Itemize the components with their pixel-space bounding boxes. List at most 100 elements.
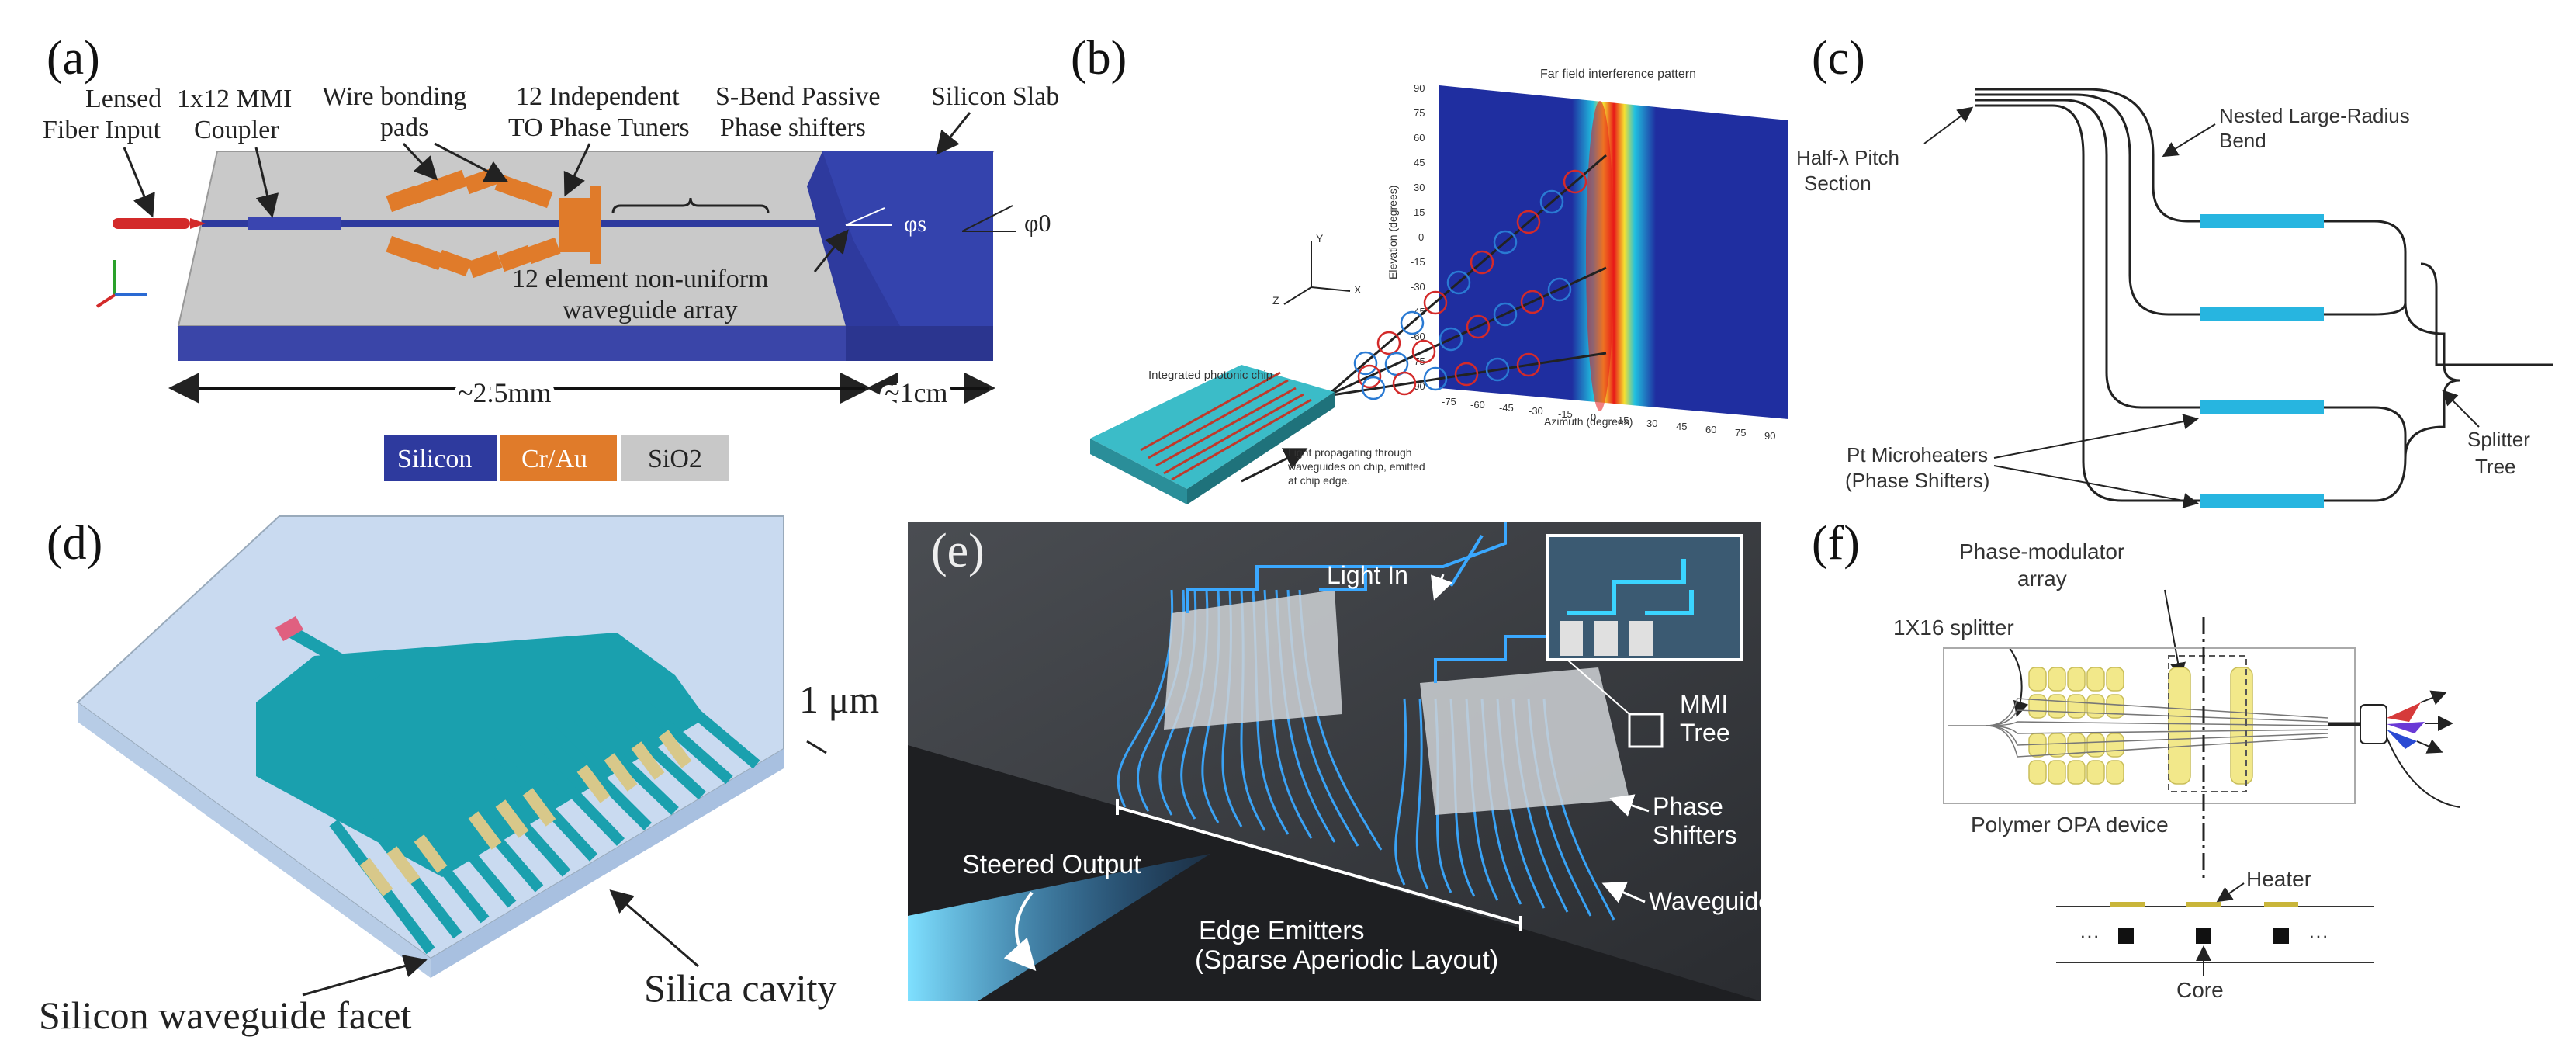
slab-top (822, 151, 993, 326)
panel-c-letter: (c) (1812, 32, 1865, 85)
splitter-label-2: Tree (2475, 455, 2516, 478)
svg-text:45: 45 (1676, 421, 1687, 432)
waveguides-label: Waveguides (1649, 887, 1785, 915)
label-fiber-input: Fiber Input (43, 116, 161, 144)
right-phase-shifters (1420, 667, 1629, 815)
axis-x-label: X (1354, 283, 1362, 296)
panel-c: (c) Half-λ Pitch Section Nested Large-Ra… (1796, 32, 2553, 508)
legend-sio2: SiO2 (648, 445, 702, 473)
steered-beam (908, 854, 1210, 1001)
svg-text:75: 75 (1735, 427, 1746, 439)
axis-triad-icon (95, 260, 147, 308)
left-phase-shifters (1164, 590, 1342, 730)
panel-f: (f) Phase-modulator array 1X16 splitter (1812, 517, 2460, 1002)
farfield-ylabel: Elevation (degrees) (1387, 186, 1399, 279)
splitter-label-1: Splitter (2467, 428, 2530, 451)
light-in-label: Light In (1327, 561, 1408, 589)
farfield-xticks: -75 -60 -45 -30 -15 0 15 30 45 60 75 90 (1442, 396, 1775, 442)
lensed-fiber (113, 218, 190, 229)
label-mmi-1: 1x12 MMI (177, 85, 292, 113)
phase-label-2: Shifters (1653, 821, 1736, 849)
dim-slab-label: ~1cm (885, 377, 947, 408)
svg-text:75: 75 (1414, 107, 1425, 119)
axis-z-label: Z (1272, 294, 1279, 307)
svg-text:30: 30 (1414, 182, 1425, 193)
silica-slab-side (78, 702, 431, 978)
label-silicon-slab: Silicon Slab (931, 82, 1059, 111)
svg-text:0: 0 (1418, 231, 1424, 243)
label-lensed: Lensed (85, 85, 161, 113)
pm-label-2: array (2017, 567, 2067, 591)
svg-text:60: 60 (1705, 424, 1716, 435)
facet-label: Silicon waveguide facet (39, 993, 411, 1037)
photonic-chip-top (1090, 365, 1335, 489)
cores (2118, 928, 2289, 944)
svg-text:15: 15 (1618, 414, 1629, 426)
sbend-brace (611, 197, 770, 214)
svg-text:90: 90 (1764, 430, 1775, 442)
panel-b: (b) Far field interference pattern 90 75… (1071, 32, 1788, 504)
heaters (2110, 902, 2298, 907)
edge-label-1: Edge Emitters (1199, 916, 1365, 945)
half-pitch-2: Section (1804, 172, 1871, 195)
label-wire-2: pads (380, 113, 428, 142)
heater-label-1: Pt Microheaters (1847, 443, 1988, 466)
label-to-2: TO Phase Tuners (508, 113, 690, 142)
um-label: 1 μm (799, 678, 879, 721)
svg-text:90: 90 (1414, 82, 1425, 94)
panel-d-letter: (d) (47, 517, 102, 570)
core-label: Core (2176, 978, 2224, 1002)
wave-circles (1353, 169, 1587, 400)
label-sbend-1: S-Bend Passive (715, 82, 881, 111)
mmi-label-2: Tree (1680, 719, 1730, 747)
to-phase-tuner (559, 186, 601, 264)
photonic-chip-side2 (1187, 392, 1335, 504)
light-text-1: Light propagating through (1288, 446, 1412, 459)
label-array-1: 12 element non-uniform (512, 265, 768, 293)
splitter-1x16-label: 1X16 splitter (1893, 615, 2014, 640)
mmi-trees (1186, 522, 1584, 683)
device-label: Polymer OPA device (1971, 813, 2169, 837)
panel-a-letter: (a) (47, 32, 100, 85)
farfield-title: Far field interference pattern (1540, 68, 1696, 81)
splitter-tree-lines (1975, 88, 2553, 502)
bend-label-2: Bend (2219, 129, 2266, 152)
slab-front (846, 326, 993, 361)
panel-e-letter: (e) (931, 525, 985, 577)
svg-text:0: 0 (1591, 411, 1596, 423)
label-array-2: waveguide array (563, 296, 738, 324)
light-text-2: waveguides on chip, emitted (1287, 460, 1425, 473)
photonic-chip-side (1090, 439, 1187, 504)
mmi-label-1: MMI (1680, 690, 1728, 718)
xyz-axis-icon (1283, 241, 1351, 305)
svg-text:-30: -30 (1411, 281, 1425, 293)
pm-dashed-box (2168, 655, 2247, 792)
svg-text:-15: -15 (1558, 408, 1573, 420)
phi-s-label: φs (904, 211, 926, 237)
farfield-heatmap (1439, 85, 1788, 419)
svg-text:30: 30 (1646, 418, 1657, 429)
pm-label-1: Phase-modulator (1959, 539, 2124, 563)
legend-silicon: Silicon (397, 445, 472, 473)
axis-y-label: Y (1316, 232, 1324, 244)
waveguide-fingers (329, 678, 760, 955)
heater-label: Heater (2246, 867, 2311, 891)
chip-front-face (178, 326, 846, 361)
dim-chip-label: ~2.5mm (458, 377, 551, 408)
heater-label-2: (Phase Shifters) (1845, 469, 1989, 492)
output-beams (2387, 690, 2453, 754)
phi-0-label: φ0 (1024, 209, 1051, 237)
phase-label-1: Phase (1653, 792, 1723, 820)
legend-crau: Cr/Au (521, 445, 587, 473)
steer-arrow (1003, 891, 1037, 971)
svg-text:45: 45 (1414, 157, 1425, 168)
dots-right: ··· (2308, 924, 2328, 947)
farfield-xlabel: Azimuth (degrees) (1544, 415, 1633, 428)
chip-waveguides (1140, 371, 1312, 481)
chip-label: Integrated photonic chip (1148, 369, 1272, 382)
dots-left: ··· (2079, 924, 2100, 947)
mmi-coupler (248, 217, 341, 230)
input-facet-icon (275, 615, 303, 642)
svg-text:15: 15 (1414, 206, 1425, 218)
